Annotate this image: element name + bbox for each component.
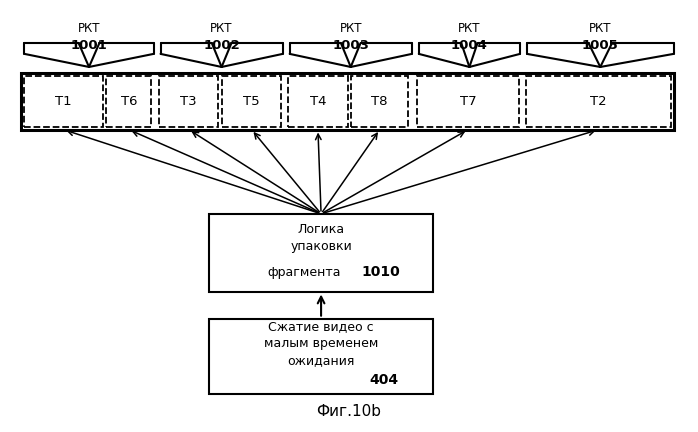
Text: T6: T6 bbox=[121, 95, 137, 108]
Text: 1005: 1005 bbox=[582, 39, 618, 52]
Text: 1003: 1003 bbox=[332, 39, 369, 52]
Text: T7: T7 bbox=[460, 95, 476, 108]
Text: 1004: 1004 bbox=[451, 39, 488, 52]
Text: 1001: 1001 bbox=[70, 39, 107, 52]
Bar bbox=[351, 76, 408, 127]
Text: Фиг.10b: Фиг.10b bbox=[316, 404, 382, 419]
Text: T4: T4 bbox=[310, 95, 326, 108]
Bar bbox=[288, 76, 348, 127]
Text: РКТ: РКТ bbox=[458, 22, 481, 35]
Text: 1002: 1002 bbox=[203, 39, 240, 52]
Text: РКТ: РКТ bbox=[339, 22, 362, 35]
Bar bbox=[21, 73, 674, 130]
Text: РКТ: РКТ bbox=[589, 22, 611, 35]
Bar bbox=[417, 76, 519, 127]
Bar bbox=[209, 319, 433, 394]
Text: Логика
упаковки: Логика упаковки bbox=[290, 222, 352, 253]
Bar bbox=[106, 76, 151, 127]
Text: 1010: 1010 bbox=[361, 265, 400, 279]
Bar bbox=[159, 76, 218, 127]
Text: T8: T8 bbox=[371, 95, 388, 108]
Text: 404: 404 bbox=[369, 373, 399, 387]
Text: T1: T1 bbox=[55, 95, 72, 108]
Text: Сжатие видео с
малым временем
ожидания: Сжатие видео с малым временем ожидания bbox=[264, 320, 378, 367]
Text: T2: T2 bbox=[591, 95, 607, 108]
Bar bbox=[24, 76, 103, 127]
Text: РКТ: РКТ bbox=[210, 22, 233, 35]
Bar bbox=[526, 76, 671, 127]
Text: фрагмента: фрагмента bbox=[267, 266, 341, 279]
Bar bbox=[209, 214, 433, 292]
Bar bbox=[222, 76, 281, 127]
Text: РКТ: РКТ bbox=[77, 22, 101, 35]
Text: T3: T3 bbox=[181, 95, 197, 108]
Text: T5: T5 bbox=[244, 95, 260, 108]
